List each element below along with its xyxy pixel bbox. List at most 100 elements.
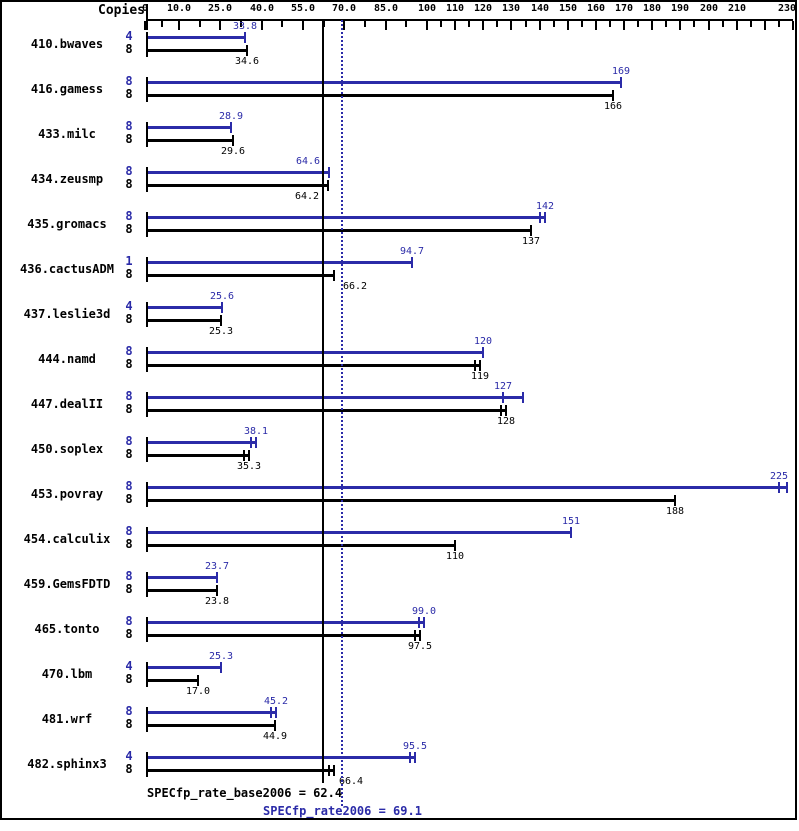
axis-start-separator bbox=[146, 4, 148, 30]
copies-column-header: Copies bbox=[98, 3, 145, 18]
bar-line bbox=[148, 49, 247, 52]
peak-value-label: 38.1 bbox=[243, 426, 269, 437]
bar-second-tick bbox=[474, 360, 476, 371]
peak-value-label: 95.5 bbox=[402, 741, 428, 752]
axis-minor-tick bbox=[750, 21, 752, 27]
bar-end-tick bbox=[244, 32, 246, 43]
bar-line bbox=[148, 589, 217, 592]
axis-tick-label: 190 bbox=[670, 3, 690, 14]
axis-major-tick bbox=[144, 21, 146, 30]
base-value-label: 137 bbox=[521, 236, 541, 247]
axis-minor-tick bbox=[161, 21, 163, 27]
bar-start-tick bbox=[146, 167, 148, 192]
copies-value-base: 8 bbox=[125, 492, 133, 506]
copies-value-peak: 8 bbox=[125, 389, 133, 403]
peak-value-label: 45.2 bbox=[263, 696, 289, 707]
bar-end-tick bbox=[414, 752, 416, 763]
benchmark-name: 465.tonto bbox=[34, 622, 100, 636]
axis-tick-label: 170 bbox=[614, 3, 634, 14]
copies-value-peak: 8 bbox=[125, 119, 133, 133]
base-value-label: 17.0 bbox=[185, 686, 211, 697]
axis-minor-tick bbox=[199, 21, 201, 27]
bar-end-tick bbox=[274, 720, 276, 731]
bar-line bbox=[148, 769, 334, 772]
base-value-label: 44.9 bbox=[262, 731, 288, 742]
axis-minor-tick bbox=[609, 21, 611, 27]
peak-value-label: 33.8 bbox=[232, 21, 258, 32]
axis-minor-tick bbox=[525, 21, 527, 27]
base-value-label: 128 bbox=[496, 416, 516, 427]
base-value-label: 166 bbox=[603, 101, 623, 112]
bar-line bbox=[148, 139, 233, 142]
axis-major-tick bbox=[623, 21, 625, 30]
bar-end-tick bbox=[674, 495, 676, 506]
peak-value-label: 25.3 bbox=[208, 651, 234, 662]
bar-line bbox=[148, 666, 221, 669]
bar-end-tick bbox=[530, 225, 532, 236]
axis-tick-label: 230 bbox=[777, 3, 797, 14]
axis-major-tick bbox=[426, 21, 428, 30]
peak-rate-summary-label: SPECfp_rate2006 = 69.1 bbox=[263, 804, 422, 818]
bar-start-tick bbox=[146, 662, 148, 687]
bar-end-tick bbox=[216, 585, 218, 596]
bar-start-tick bbox=[146, 302, 148, 327]
axis-tick-label: 130 bbox=[501, 3, 521, 14]
bar-start-tick bbox=[146, 437, 148, 462]
bar-end-tick bbox=[544, 212, 546, 223]
axis-minor-tick bbox=[440, 21, 442, 27]
axis-tick-label: 0 bbox=[141, 3, 149, 14]
bar-start-tick bbox=[146, 122, 148, 147]
axis-tick-label: 180 bbox=[642, 3, 662, 14]
axis-minor-tick bbox=[240, 21, 242, 27]
copies-value-base: 8 bbox=[125, 717, 133, 731]
base-rate-summary-label: SPECfp_rate_base2006 = 62.4 bbox=[147, 786, 343, 800]
base-value-label: 119 bbox=[470, 371, 490, 382]
peak-rate-reference-line bbox=[341, 20, 343, 806]
bar-start-tick bbox=[146, 347, 148, 372]
base-value-label: 188 bbox=[665, 506, 685, 517]
axis-tick-label: 55.0 bbox=[290, 3, 316, 14]
bar-start-tick bbox=[146, 482, 148, 507]
base-value-label: 25.3 bbox=[208, 326, 234, 337]
bar-end-tick bbox=[482, 347, 484, 358]
axis-line bbox=[147, 19, 793, 21]
copies-value-base: 8 bbox=[125, 357, 133, 371]
peak-value-label: 127 bbox=[493, 381, 513, 392]
copies-value-base: 8 bbox=[125, 582, 133, 596]
benchmark-name: 444.namd bbox=[38, 352, 96, 366]
bar-line bbox=[148, 621, 424, 624]
axis-major-tick bbox=[178, 21, 180, 30]
axis-minor-tick bbox=[468, 21, 470, 27]
axis-tick-label: 200 bbox=[699, 3, 719, 14]
bar-end-tick bbox=[220, 662, 222, 673]
bar-end-tick bbox=[505, 405, 507, 416]
axis-major-tick bbox=[736, 21, 738, 30]
axis-minor-tick bbox=[581, 21, 583, 27]
bar-line bbox=[148, 94, 613, 97]
bar-start-tick bbox=[146, 392, 148, 417]
axis-tick-label: 110 bbox=[445, 3, 465, 14]
benchmark-name: 470.lbm bbox=[41, 667, 93, 681]
copies-value-peak: 8 bbox=[125, 164, 133, 178]
bar-line bbox=[148, 396, 523, 399]
peak-value-label: 151 bbox=[561, 516, 581, 527]
bar-end-tick bbox=[246, 45, 248, 56]
axis-major-tick bbox=[302, 21, 304, 30]
bar-start-tick bbox=[146, 617, 148, 642]
axis-major-tick bbox=[651, 21, 653, 30]
copies-value-base: 8 bbox=[125, 537, 133, 551]
bar-second-tick bbox=[243, 450, 245, 461]
axis-tick-label: 40.0 bbox=[249, 3, 275, 14]
bar-end-tick bbox=[221, 302, 223, 313]
bar-line bbox=[148, 184, 328, 187]
bar-line bbox=[148, 679, 198, 682]
axis-major-tick bbox=[708, 21, 710, 30]
bar-second-tick bbox=[418, 617, 420, 628]
copies-value-base: 8 bbox=[125, 132, 133, 146]
copies-value-base: 8 bbox=[125, 177, 133, 191]
benchmark-name: 410.bwaves bbox=[30, 37, 104, 51]
bar-end-tick bbox=[454, 540, 456, 551]
bar-line bbox=[148, 126, 231, 129]
axis-tick-label: 160 bbox=[586, 3, 606, 14]
